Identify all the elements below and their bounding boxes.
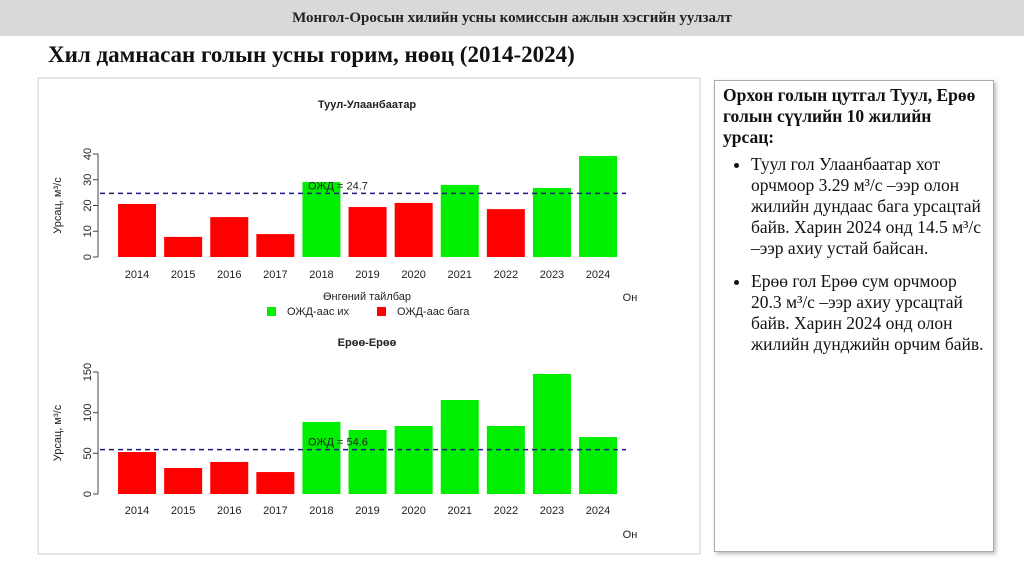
header: Монгол-Оросын хилийн усны комиссын ажлын… [0,0,1024,36]
chart-title: Туул-Улаанбаатар [318,99,417,111]
chart-title: Ерөө-Ерөө [338,337,397,349]
y-tick-label: 150 [82,363,94,381]
bar [118,452,157,494]
bar [302,421,341,494]
x-tick-label: 2022 [494,505,518,517]
x-tick-label: 2023 [540,505,564,517]
x-tick-label: 2014 [125,269,149,281]
y-tick-label: 0 [82,491,94,497]
y-axis-label: Урсац, м³/с [52,404,64,461]
slide-title: Хил дамнасан голын усны горим, нөөц (201… [48,42,575,67]
y-tick-label: 30 [82,174,94,186]
bar [348,429,387,494]
x-tick-label: 2023 [540,269,564,281]
x-tick-label: 2015 [171,505,195,517]
legend-swatch [267,307,276,316]
x-tick-label: 2019 [355,505,379,517]
bar [532,187,571,257]
x-tick-label: 2018 [309,269,333,281]
bar [440,184,479,257]
x-tick-label: 2016 [217,269,241,281]
legend-label: ОЖД-аас их [287,306,350,318]
bar [164,236,203,257]
x-tick-label: 2021 [448,505,472,517]
bar [394,426,433,494]
x-tick-label: 2018 [309,505,333,517]
bar [256,472,295,494]
bar [532,373,571,494]
legend-swatch [377,307,386,316]
x-tick-label: 2019 [355,269,379,281]
notes-heading: Орхон голын цутгал Туул, Ерөө голын сүүл… [723,85,976,147]
y-axis-label: Урсац, м³/с [52,177,64,234]
x-tick-label: 2024 [586,505,610,517]
legend-label: ОЖД-аас бага [397,306,470,318]
y-tick-label: 20 [82,199,94,211]
y-tick-label: 100 [82,403,94,421]
bar [302,182,341,257]
x-tick-label: 2022 [494,269,518,281]
bar [210,217,249,257]
bar [394,202,433,257]
y-tick-label: 50 [82,447,94,459]
charts: Туул-Улаанбаатар 0 10 20 30 40 Урсац, м³/с 2014… [37,77,701,555]
notes-box: Орхон голын цутгал Туул, Ерөө голын сүүл… [714,80,994,552]
bar [440,399,479,494]
legend-title: Өнгөний тайлбар [323,291,411,303]
x-tick-label: 2017 [263,269,287,281]
bar [486,426,525,494]
bar [486,209,525,257]
notes-list: Туул гол Улаанбаатар хот орчмоор 3.29 м³… [723,154,985,355]
reference-label: ОЖД = 24.7 [308,180,368,192]
bar [348,207,387,257]
x-tick-label: 2014 [125,505,149,517]
x-tick-label: 2020 [401,505,425,517]
x-tick-label: 2016 [217,505,241,517]
reference-label: ОЖД = 54.6 [308,436,368,448]
bar [579,437,618,494]
bar [118,203,157,257]
x-tick-label: 2017 [263,505,287,517]
bar [210,461,249,494]
x-tick-label: 2015 [171,269,195,281]
x-tick-label: 2020 [401,269,425,281]
bar [164,467,203,494]
bar [256,234,295,257]
x-axis-label: Он [623,529,638,541]
bar [579,156,618,257]
bullet: Туул гол Улаанбаатар хот орчмоор 3.29 м³… [751,154,985,259]
bullet: Ерөө гол Ерөө сум орчмоор 20.3 м³/с –ээр… [751,271,985,355]
y-tick-label: 0 [82,254,94,260]
x-tick-label: 2021 [448,269,472,281]
x-tick-label: 2024 [586,269,610,281]
x-axis-label: Он [623,292,638,304]
y-tick-label: 40 [82,148,94,160]
y-tick-label: 10 [82,225,94,237]
